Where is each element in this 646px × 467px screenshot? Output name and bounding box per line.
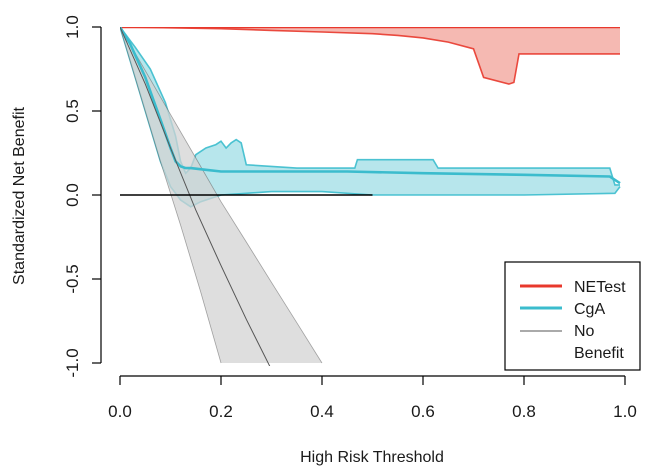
y-tick-label: -1.0 [63, 348, 82, 377]
legend: NETest CgA No Benefit [504, 261, 641, 371]
line-no-benefit [120, 27, 271, 366]
x-tick-label: 1.0 [613, 402, 637, 421]
legend-label-no-benefit: No [574, 323, 595, 340]
band-netest [120, 27, 620, 85]
band-edge-lower-no-benefit [120, 27, 222, 364]
y-axis-title: Standardized Net Benefit [11, 107, 28, 285]
x-axis-title: High Risk Threshold [300, 449, 444, 466]
y-tick-label: 1.0 [63, 15, 82, 39]
band-no-benefit [120, 27, 322, 363]
x-tick-label: 0.2 [209, 402, 233, 421]
band-edge-lower-netest [120, 27, 620, 85]
band-edge-upper-no-benefit [120, 27, 323, 364]
legend-label-no-benefit-line2: Benefit [574, 345, 624, 362]
confidence-bands [120, 27, 621, 364]
legend-label-cga: CgA [574, 301, 605, 318]
y-tick-label: -0.5 [63, 264, 82, 293]
y-axis: -1.0 -0.5 0.0 0.5 1.0 [63, 15, 102, 378]
x-tick-label: 0.4 [310, 402, 334, 421]
series-lines [120, 27, 621, 366]
line-cga [120, 27, 621, 185]
x-axis: 0.0 0.2 0.4 0.6 0.8 1.0 [108, 375, 637, 421]
legend-label-netest: NETest [574, 279, 626, 296]
x-tick-label: 0.8 [512, 402, 536, 421]
y-tick-label: 0.5 [63, 99, 82, 123]
x-tick-label: 0.0 [108, 402, 132, 421]
legend-box [504, 261, 641, 371]
x-tick-label: 0.6 [411, 402, 435, 421]
y-tick-label: 0.0 [63, 183, 82, 207]
